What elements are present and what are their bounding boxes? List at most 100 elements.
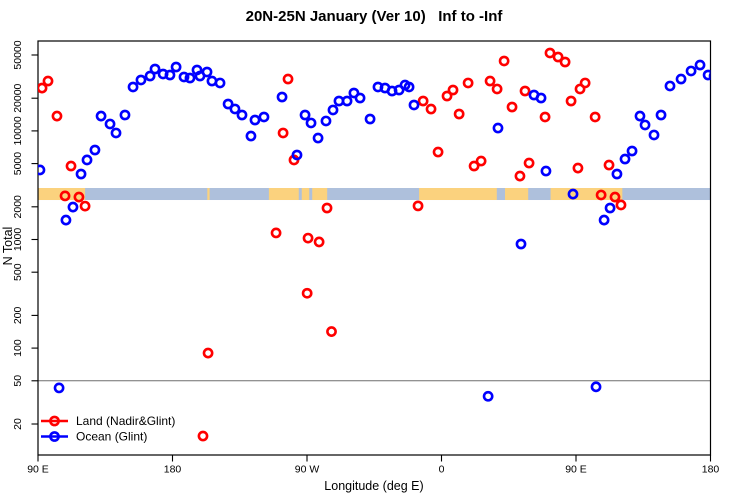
data-point-land (574, 83, 586, 95)
strip-land-segment (505, 188, 529, 201)
y-tick-label: 2000 (12, 195, 24, 219)
data-point-land (313, 236, 325, 248)
y-tick-label: 10000 (12, 116, 24, 145)
data-point-land (425, 103, 437, 115)
data-point-ocean (38, 164, 46, 176)
y-tick-label: 50 (12, 375, 24, 387)
y-tick-label: 20000 (12, 83, 24, 112)
data-point-ocean (515, 238, 527, 250)
data-point-land (589, 111, 601, 123)
data-point-ocean (626, 145, 638, 157)
data-point-ocean (604, 202, 616, 214)
data-point-ocean (75, 168, 87, 180)
y-tick-label: 20 (12, 418, 24, 430)
strip-land-segment (268, 188, 299, 201)
data-point-ocean (291, 149, 303, 161)
data-point-land (202, 347, 214, 359)
data-point-ocean (249, 114, 261, 126)
x-tick-label: 180 (702, 464, 720, 476)
y-tick-label: 5000 (12, 152, 24, 176)
data-point-ocean (229, 103, 241, 115)
data-point-ocean (320, 115, 332, 127)
data-point-land (579, 77, 591, 89)
data-point-ocean (60, 214, 72, 226)
data-point-ocean (611, 168, 623, 180)
data-point-land (595, 189, 607, 201)
data-point-ocean (702, 69, 711, 81)
y-tick-label: 100 (12, 339, 24, 357)
data-point-land (565, 95, 577, 107)
x-tick-label: 90 W (295, 464, 320, 476)
data-point-land (277, 127, 289, 139)
data-point-land (491, 83, 503, 95)
data-point-land (302, 232, 314, 244)
legend-label-ocean: Ocean (Glint) (76, 430, 147, 444)
data-point-ocean (135, 74, 147, 86)
data-point-land (321, 202, 333, 214)
data-point-land (453, 108, 465, 120)
data-point-ocean (258, 111, 270, 123)
data-point-land (514, 170, 526, 182)
data-point-land (475, 155, 487, 167)
data-point-ocean (567, 188, 579, 200)
x-tick-label: 0 (439, 464, 445, 476)
data-point-land (326, 326, 337, 337)
data-point-land (301, 287, 313, 299)
data-point-land (441, 90, 453, 102)
data-point-ocean (708, 71, 711, 81)
data-point-land (59, 190, 71, 202)
data-point-land (282, 73, 294, 85)
data-point-ocean (170, 61, 182, 73)
data-point-ocean (312, 132, 324, 144)
data-point-land (572, 162, 584, 174)
data-point-ocean (694, 59, 706, 71)
data-point-land (462, 77, 474, 89)
data-point-ocean (664, 80, 676, 92)
data-point-land (42, 75, 54, 87)
data-point-ocean (619, 153, 631, 165)
map-strip (38, 188, 711, 201)
strip-land-segment (301, 188, 310, 201)
data-point-land (468, 160, 480, 172)
y-tick-label: 50000 (12, 40, 24, 69)
data-point-land (609, 191, 621, 203)
y-tick-label: 1000 (12, 228, 24, 252)
data-point-ocean (540, 165, 552, 177)
chart-title: 20N-25N January (Ver 10) Inf to -Inf (246, 8, 504, 25)
data-point-ocean (327, 104, 339, 116)
data-point-land (523, 157, 535, 169)
data-point-ocean (634, 110, 646, 122)
strip-land-segment (312, 188, 328, 201)
data-point-ocean (95, 110, 107, 122)
data-point-ocean (104, 118, 116, 130)
data-point-land (51, 110, 63, 122)
data-point-ocean (535, 92, 547, 104)
strip-ocean-band (38, 188, 711, 201)
data-point-ocean (482, 390, 494, 402)
y-tick-label: 200 (12, 306, 24, 324)
data-point-land (417, 95, 429, 107)
data-point-ocean (648, 129, 660, 141)
data-point-ocean (364, 113, 376, 125)
data-point-ocean (675, 73, 687, 85)
data-point-ocean (655, 109, 667, 121)
x-tick-label: 90 E (27, 464, 49, 476)
data-point-ocean (276, 91, 288, 103)
plot-frame (37, 40, 712, 456)
y-tick-label: 500 (12, 263, 24, 281)
data-point-ocean (492, 122, 504, 134)
data-point-ocean (403, 81, 415, 93)
legend-markers (41, 415, 68, 442)
data-point-land (432, 146, 444, 158)
data-point-land (79, 200, 91, 212)
data-point-ocean (119, 109, 131, 121)
data-point-ocean (341, 95, 353, 107)
legend-marker-circle (49, 415, 60, 427)
plot-border (37, 40, 712, 456)
data-point-land (615, 199, 627, 211)
x-axis-title: Longitude (deg E) (324, 479, 423, 493)
data-point-ocean (598, 214, 610, 226)
data-point-ocean (144, 70, 156, 82)
